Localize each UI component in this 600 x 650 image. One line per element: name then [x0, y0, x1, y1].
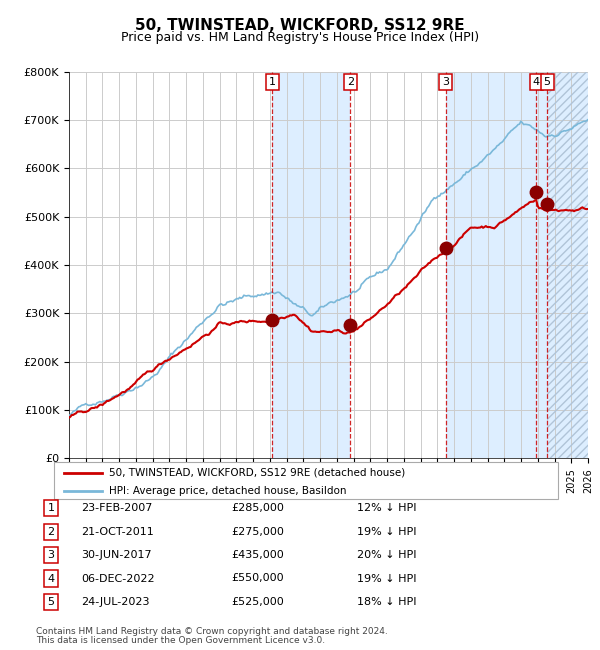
Text: 3: 3 [47, 550, 55, 560]
Text: 2: 2 [47, 526, 55, 537]
Bar [446, 72, 588, 458]
Text: 3: 3 [442, 77, 449, 87]
Text: 19% ↓ HPI: 19% ↓ HPI [357, 573, 416, 584]
Text: £435,000: £435,000 [231, 550, 284, 560]
Text: 20% ↓ HPI: 20% ↓ HPI [357, 550, 416, 560]
Text: 23-FEB-2007: 23-FEB-2007 [81, 503, 152, 514]
Text: 2: 2 [347, 77, 354, 87]
Text: 1: 1 [269, 77, 276, 87]
Bar [547, 72, 588, 458]
Text: 50, TWINSTEAD, WICKFORD, SS12 9RE (detached house): 50, TWINSTEAD, WICKFORD, SS12 9RE (detac… [109, 468, 406, 478]
Text: £275,000: £275,000 [231, 526, 284, 537]
Text: 1: 1 [47, 503, 55, 514]
Text: £285,000: £285,000 [231, 503, 284, 514]
Text: 4: 4 [47, 573, 55, 584]
Text: 4: 4 [533, 77, 540, 87]
Text: 06-DEC-2022: 06-DEC-2022 [81, 573, 155, 584]
Text: 5: 5 [47, 597, 55, 607]
Text: 30-JUN-2017: 30-JUN-2017 [81, 550, 152, 560]
Text: Contains HM Land Registry data © Crown copyright and database right 2024.: Contains HM Land Registry data © Crown c… [36, 627, 388, 636]
Bar [272, 72, 350, 458]
Text: 19% ↓ HPI: 19% ↓ HPI [357, 526, 416, 537]
FancyBboxPatch shape [54, 462, 558, 499]
Text: 12% ↓ HPI: 12% ↓ HPI [357, 503, 416, 514]
Text: This data is licensed under the Open Government Licence v3.0.: This data is licensed under the Open Gov… [36, 636, 325, 645]
Text: Price paid vs. HM Land Registry's House Price Index (HPI): Price paid vs. HM Land Registry's House … [121, 31, 479, 44]
Text: 24-JUL-2023: 24-JUL-2023 [81, 597, 149, 607]
Text: £525,000: £525,000 [231, 597, 284, 607]
Text: 50, TWINSTEAD, WICKFORD, SS12 9RE: 50, TWINSTEAD, WICKFORD, SS12 9RE [135, 18, 465, 32]
Text: 21-OCT-2011: 21-OCT-2011 [81, 526, 154, 537]
Text: 18% ↓ HPI: 18% ↓ HPI [357, 597, 416, 607]
Text: £550,000: £550,000 [231, 573, 284, 584]
Text: HPI: Average price, detached house, Basildon: HPI: Average price, detached house, Basi… [109, 486, 347, 496]
Text: 5: 5 [544, 77, 551, 87]
